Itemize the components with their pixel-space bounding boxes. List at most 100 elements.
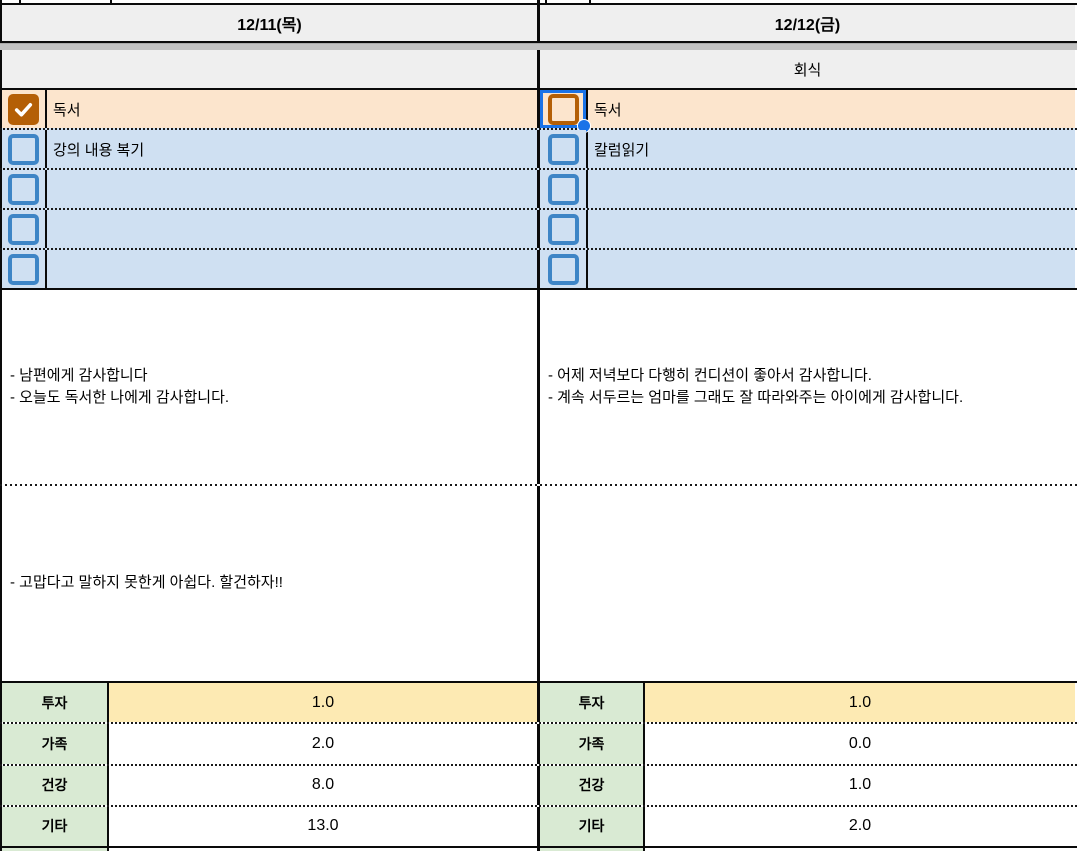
task-cell-right-1[interactable]: 독서 [588,90,1075,128]
date-label-right: 12/12(금) [774,17,841,34]
grid-border [0,3,1077,5]
task-row: 독서 독서 [0,90,1077,133]
checkbox-cell-right-4[interactable] [540,210,586,248]
checkbox-unchecked[interactable] [8,213,39,245]
grid-border [0,88,1077,90]
checkbox-unchecked[interactable] [547,253,579,285]
score-value-cell[interactable]: 8.0 [109,765,537,805]
score-row: 가족 2.0 가족 0.0 [0,722,1077,764]
task-cell-right-4[interactable] [588,210,1075,248]
task-row [0,168,1077,208]
task-cell-left-4[interactable] [47,210,537,248]
gratitude-text: - 어제 저녁보다 다행히 컨디션이 좋아서 감사합니다. - 계속 서두르는 … [548,366,964,407]
task-label: 독서 [594,101,622,119]
score-category-cell[interactable]: 건강 [540,765,643,805]
score-value: 2.0 [311,734,335,752]
task-row: 강의 내용 복기 칼럼읽기 [0,128,1077,168]
task-cell-left-1[interactable]: 독서 [47,90,537,128]
checkbox-cell-right-2[interactable] [540,130,586,168]
regret-cell-right[interactable] [540,486,1075,681]
score-category-cell[interactable]: 건강 [2,765,107,805]
gratitude-cell-right[interactable]: - 어제 저녁보다 다행히 컨디션이 좋아서 감사합니다. - 계속 서두르는 … [540,290,1075,484]
checkbox-unchecked[interactable] [8,173,39,205]
regret-cell-left[interactable]: - 고맙다고 말하지 못한게 아쉽다. 할건하자!! [2,486,537,681]
score-table: 투자 1.0 투자 1.0 가족 2.0 가족 0.0 건강 8.0 [0,683,1077,846]
score-category-cell[interactable]: 가족 [540,724,643,764]
checkbox-unchecked[interactable] [8,133,39,165]
score-value: 1.0 [848,776,872,794]
score-value: 1.0 [311,693,335,711]
score-value-cell[interactable]: 2.0 [109,724,537,764]
regret-text: - 고맙다고 말하지 못한게 아쉽다. 할건하자!! [10,574,283,592]
score-category-label: 투자 [578,694,605,711]
score-value-cell[interactable]: 1.0 [645,765,1075,805]
score-value: 0.0 [848,734,872,752]
column-divider [537,50,540,88]
column-divider [537,486,540,681]
checkbox-cell-left-1[interactable] [2,90,45,128]
score-row: 건강 8.0 건강 1.0 [0,763,1077,805]
date-header-right[interactable]: 12/12(금) [540,5,1075,41]
score-category-cell[interactable]: 가족 [2,724,107,764]
score-category-cell[interactable]: 투자 [540,683,643,723]
score-value-cell[interactable]: 1.0 [109,683,537,723]
checkbox-unchecked[interactable] [547,133,579,165]
score-row: 투자 1.0 투자 1.0 [0,683,1077,723]
score-value-cell[interactable]: 0.0 [645,724,1075,764]
column-divider [537,290,540,484]
score-category-label: 기타 [578,818,605,835]
bottom-partial-row [0,848,1077,851]
score-category-label: 투자 [41,694,68,711]
score-category-cell[interactable]: 기타 [2,806,107,846]
check-icon [14,102,33,117]
score-value: 13.0 [307,817,339,835]
column-divider [537,5,540,41]
checkbox-cell-right-5[interactable] [540,250,586,288]
top-partial-row [0,0,1077,3]
checkbox-cell-right-3[interactable] [540,170,586,208]
task-cell-left-2[interactable]: 강의 내용 복기 [47,130,537,168]
checkbox-unchecked[interactable] [547,93,579,125]
score-value: 2.0 [848,817,872,835]
task-cell-right-2[interactable]: 칼럼읽기 [588,130,1075,168]
event-cell-left[interactable] [2,50,537,88]
score-category-label: 가족 [578,735,605,752]
gratitude-cell-left[interactable]: - 남편에게 감사합니다 - 오늘도 독서한 나에게 감사합니다. [2,290,537,484]
score-value: 1.0 [848,693,872,711]
task-row [0,208,1077,248]
task-cell-left-3[interactable] [47,170,537,208]
checkbox-unchecked[interactable] [8,253,39,285]
checkbox-unchecked[interactable] [547,213,579,245]
score-value-cell[interactable]: 2.0 [645,806,1075,846]
checkbox-cell-left-3[interactable] [2,170,45,208]
grid-border [0,288,1077,290]
date-header-left[interactable]: 12/11(목) [2,5,537,41]
grid-border [0,681,1077,683]
checkbox-unchecked[interactable] [547,173,579,205]
task-cell-left-5[interactable] [47,250,537,288]
task-label: 독서 [53,101,81,119]
task-checklist: 독서 독서 강의 내용 복기 [0,90,1077,288]
task-cell-right-3[interactable] [588,170,1075,208]
score-value: 8.0 [311,776,335,794]
score-category-label: 건강 [41,777,68,794]
task-row [0,248,1077,288]
gratitude-text: - 남편에게 감사합니다 - 오늘도 독서한 나에게 감사합니다. [10,366,230,407]
score-category-cell[interactable]: 투자 [2,683,107,723]
dotted-divider [0,484,1077,486]
score-category-cell[interactable]: 기타 [540,806,643,846]
score-row: 기타 13.0 기타 2.0 [0,804,1077,846]
grid-border [0,846,1077,848]
checkbox-cell-left-2[interactable] [2,130,45,168]
grid-border [0,41,1077,43]
checkbox-checked[interactable] [8,93,39,125]
checkbox-cell-right-1[interactable] [540,90,591,133]
task-cell-right-5[interactable] [588,250,1075,288]
frozen-row-divider [0,43,1077,50]
checkbox-cell-left-4[interactable] [2,210,45,248]
score-value-cell[interactable]: 1.0 [645,683,1075,723]
score-value-cell[interactable]: 13.0 [109,806,537,846]
event-cell-right[interactable]: 회식 [540,50,1075,88]
checkbox-cell-left-5[interactable] [2,250,45,288]
